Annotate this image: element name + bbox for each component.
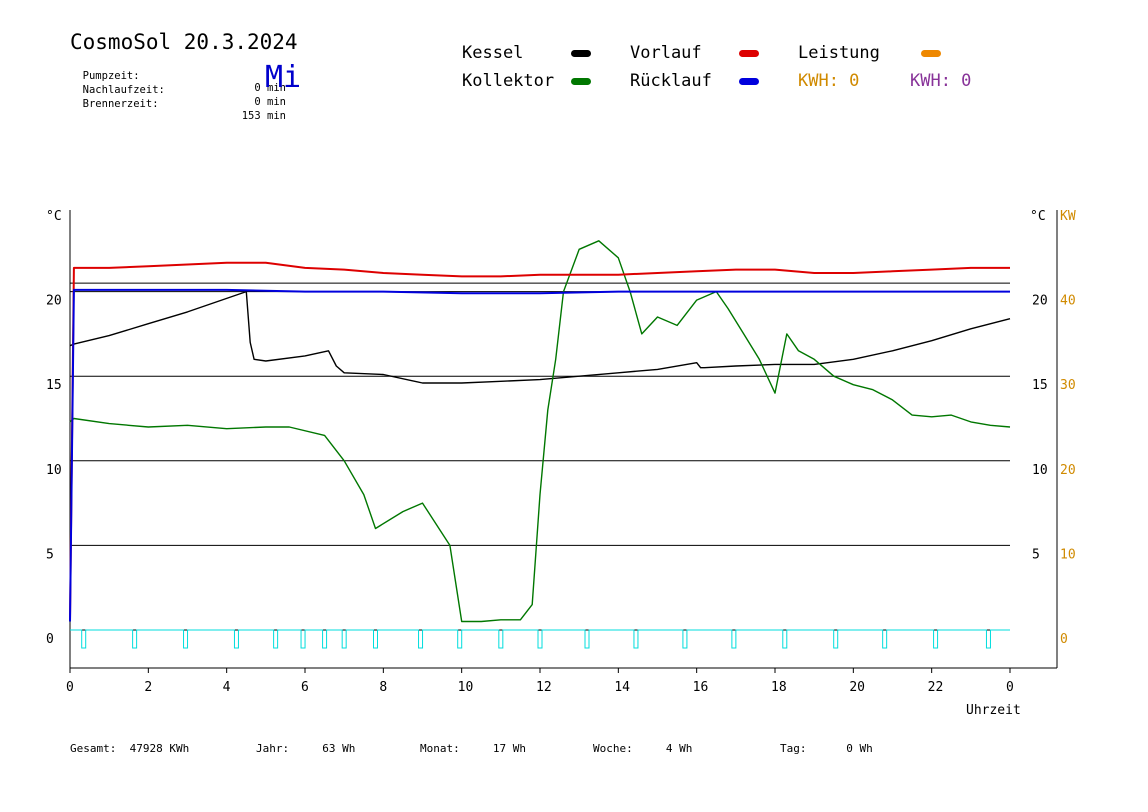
chart-ticks: 0 2 4 6 8 10 12 14 16 18 20 22 0 0 5 10 15 20 5 10 15 20 0 10 20… [46, 294, 1076, 695]
y-right-tick-label: 10 [1032, 463, 1048, 478]
series-kessel [69, 290, 1011, 384]
legend-leistung-swatch [921, 50, 941, 57]
x-tick-label: 4 [223, 680, 231, 695]
y-right-tick-label: 20 [1032, 294, 1048, 309]
x-tick-label: 12 [536, 680, 552, 695]
y-right-unit-2: KW [1060, 209, 1076, 224]
stat-value: 0 min [254, 82, 286, 94]
footer-woche: Woche: 4 Wh [593, 742, 693, 755]
stat-nachlaufzeit: Nachlaufzeit: 0 min [70, 72, 286, 108]
y-right-kw-tick-label: 10 [1060, 547, 1076, 562]
stat-label: Nachlaufzeit: [82, 84, 165, 96]
x-tick-label: 14 [614, 680, 630, 695]
legend-kwh-1: KWH: 0 [798, 71, 860, 91]
y-left-tick-label: 10 [46, 463, 62, 478]
y-right-kw-tick-label: 40 [1060, 294, 1076, 309]
stat-brennerzeit: Brennerzeit: 153 min [70, 86, 286, 122]
stat-label: Pumpzeit: [82, 70, 140, 82]
legend-kollektor-label: Kollektor [462, 71, 555, 91]
y-right-tick-label: 15 [1032, 378, 1048, 393]
y-left-tick-label: 0 [46, 632, 54, 647]
x-tick-label: 20 [849, 680, 865, 695]
legend-ruecklauf-label: Rücklauf [630, 71, 712, 91]
legend-ruecklauf-swatch [739, 78, 759, 85]
y-right-kw-tick-label: 0 [1060, 632, 1068, 647]
x-tick-label: 0 [66, 680, 74, 695]
legend-vorlauf-swatch [739, 50, 759, 57]
legend-kessel-swatch [571, 50, 591, 57]
x-tick-label: 2 [144, 680, 152, 695]
series-kollektor [69, 240, 1011, 623]
x-tick-label: 6 [301, 680, 309, 695]
x-tick-label: 10 [458, 680, 474, 695]
footer-tag: Tag: 0 Wh [780, 742, 873, 755]
legend-leistung-label: Leistung [798, 43, 880, 63]
legend-kollektor-swatch [571, 78, 591, 85]
stat-pumpzeit: Pumpzeit: 0 min [70, 58, 286, 94]
x-axis-label: Uhrzeit [966, 703, 1021, 718]
footer-jahr: Jahr: 63 Wh [256, 742, 356, 755]
series-ruecklauf [69, 288, 1010, 622]
footer-gesamt: Gesamt: 47928 KWh [70, 742, 190, 755]
legend-kessel-label: Kessel [462, 43, 524, 63]
y-right-tick-label: 5 [1032, 547, 1040, 562]
legend-vorlauf-label: Vorlauf [630, 43, 702, 63]
chart-series [69, 240, 1011, 649]
footer-monat: Monat: 17 Wh [420, 742, 526, 755]
chart-grid [70, 282, 1010, 631]
chart-axes [69, 210, 1058, 669]
weekday: Mi [265, 60, 302, 95]
legend-kwh-2: KWH: 0 [910, 71, 972, 91]
y-left-tick-label: 15 [46, 378, 62, 393]
y-right-unit-1: °C [1030, 209, 1046, 224]
series-pumpe [70, 629, 1010, 649]
x-tick-label: 18 [771, 680, 787, 695]
stat-label: Brennerzeit: [82, 98, 159, 110]
y-left-tick-label: 20 [46, 294, 62, 309]
y-right-kw-tick-label: 30 [1060, 378, 1076, 393]
series-vorlauf [69, 261, 1010, 622]
stat-value: 0 min [254, 96, 286, 108]
x-tick-label: 16 [693, 680, 709, 695]
y-right-kw-tick-label: 20 [1060, 463, 1076, 478]
y-left-unit: °C [46, 209, 62, 224]
x-tick-label: 22 [928, 680, 944, 695]
x-tick-label: 0 [1006, 680, 1014, 695]
x-tick-label: 8 [379, 680, 387, 695]
stat-value: 153 min [241, 110, 286, 122]
page-title: CosmoSol 20.3.2024 [70, 30, 298, 54]
y-left-tick-label: 5 [46, 547, 54, 562]
